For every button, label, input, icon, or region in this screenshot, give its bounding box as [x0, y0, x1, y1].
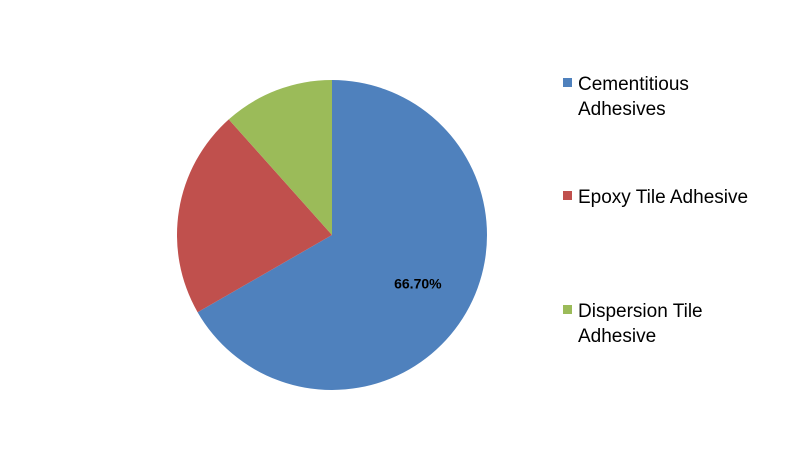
data-label: 66.70%	[394, 275, 442, 291]
pie-slice	[228, 80, 332, 235]
legend-item: Dispersion Tile Adhesive	[563, 299, 763, 349]
legend-label: Cementitious Adhesives	[578, 74, 689, 120]
legend-label: Epoxy Tile Adhesive	[578, 187, 749, 208]
legend-item: Epoxy Tile Adhesive	[563, 185, 763, 210]
pie-slice	[197, 80, 487, 391]
pie-slice	[176, 119, 332, 313]
legend-swatch	[563, 305, 572, 314]
legend-label: Dispersion Tile Adhesive	[578, 301, 703, 347]
legend-swatch	[563, 78, 572, 87]
legend-item: Cementitious Adhesives	[563, 72, 763, 122]
legend-swatch	[563, 191, 572, 200]
